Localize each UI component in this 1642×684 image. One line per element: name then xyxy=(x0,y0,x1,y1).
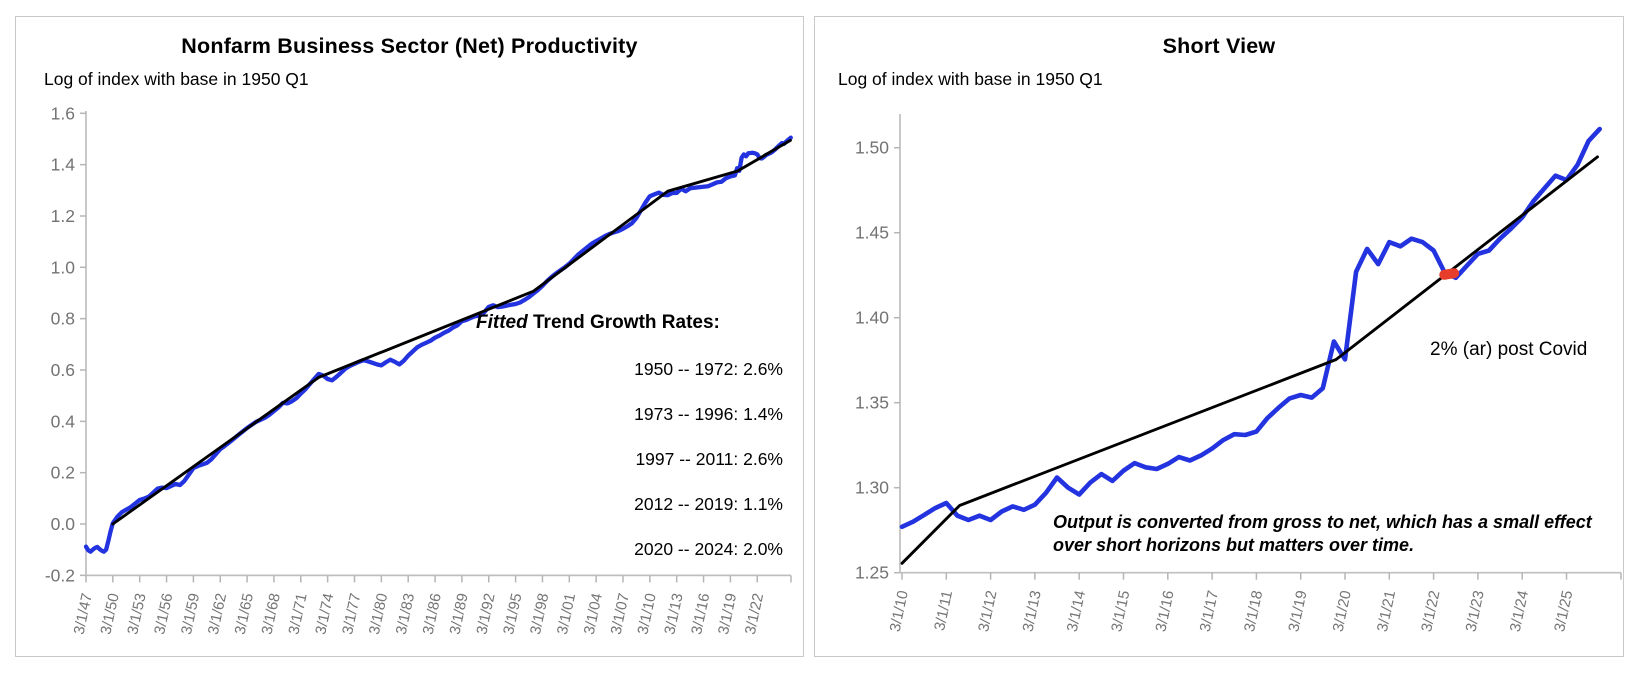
x-tick-label: 3/1/16 xyxy=(688,592,713,636)
y-tick-label: 0.2 xyxy=(51,463,75,483)
post-covid-growth-label: 2% (ar) post Covid xyxy=(1430,339,1588,360)
gross-to-net-note: Output is converted from gross to net, w… xyxy=(1053,511,1592,556)
y-tick-label: 1.30 xyxy=(855,478,889,498)
chart-title: Nonfarm Business Sector (Net) Productivi… xyxy=(181,34,638,58)
x-tick-label: 3/1/59 xyxy=(178,592,203,636)
y-tick-label: 0.8 xyxy=(51,309,75,329)
x-tick-label: 3/1/19 xyxy=(1285,589,1310,633)
x-tick-label: 3/1/95 xyxy=(500,592,525,636)
rate-line: 1950 -- 1972: 2.6% xyxy=(634,359,783,379)
rate-line: 1973 -- 1996: 1.4% xyxy=(634,404,783,424)
y-tick-label: 1.0 xyxy=(51,257,76,277)
x-tick-label: 3/1/80 xyxy=(366,592,391,636)
x-tick-label: 3/1/65 xyxy=(232,592,257,636)
x-tick-label: 3/1/22 xyxy=(1418,589,1443,633)
net-productivity-line xyxy=(899,126,1603,530)
post-covid-trend-marker xyxy=(1439,268,1460,280)
y-tick-label: 0.0 xyxy=(51,514,76,534)
x-tick-label: 3/1/98 xyxy=(527,592,552,636)
x-tick-label: 3/1/13 xyxy=(661,592,686,636)
fitted-trend-line xyxy=(111,138,792,526)
y-tick-label: 1.25 xyxy=(855,563,889,583)
fitted-word: Fitted xyxy=(476,312,528,333)
fitted-trend-line xyxy=(900,155,1599,565)
x-tick-label: 3/1/18 xyxy=(1241,589,1266,633)
x-tick-label: 3/1/47 xyxy=(71,592,96,636)
nonfarm-productivity-plot: 1.61.41.21.00.80.60.40.20.0-0.23/1/47 3/1… xyxy=(45,103,793,636)
x-tick-label: 3/1/15 xyxy=(1108,589,1133,633)
short-view-chart-panel: 1.50 1.45 1.40 1.35 1.30 1.25 3/1/10 3/1/11 3/1/… xyxy=(814,16,1624,657)
x-tick-label: 3/1/19 xyxy=(715,592,740,636)
y-tick-label: 1.40 xyxy=(855,308,889,328)
x-tick-label: 3/1/10 xyxy=(887,589,912,633)
rate-line: 2020 -- 2024: 2.0% xyxy=(634,539,783,559)
x-tick-label: 3/1/68 xyxy=(259,592,284,636)
x-tick-label: 3/1/71 xyxy=(285,592,310,636)
x-tick-label: 3/1/10 xyxy=(634,592,659,636)
note-line: Output is converted from gross to net, w… xyxy=(1053,512,1592,532)
x-tick-label: 3/1/22 xyxy=(742,592,767,636)
x-tick-label: 3/1/83 xyxy=(393,592,418,636)
x-tick-label: 3/1/20 xyxy=(1330,589,1355,633)
rate-line: 1997 -- 2011: 2.6% xyxy=(635,449,783,469)
x-tick-label: 3/1/16 xyxy=(1152,589,1177,633)
x-tick-label: 3/1/11 xyxy=(931,589,956,632)
y-tick-label: 1.35 xyxy=(855,393,889,413)
x-tick-label: 3/1/74 xyxy=(312,592,337,636)
net-productivity-line xyxy=(83,135,793,554)
chart-subtitle: Log of index with base in 1950 Q1 xyxy=(44,69,309,89)
x-tick-label: 3/1/62 xyxy=(205,592,230,636)
y-tick-label: 1.2 xyxy=(51,206,75,226)
x-tick-label: 3/1/01 xyxy=(554,592,579,636)
x-tick-label: 3/1/24 xyxy=(1507,589,1532,633)
heading-rest: Trend Growth Rates: xyxy=(527,312,720,333)
x-tick-label: 3/1/53 xyxy=(124,592,149,636)
x-tick-label: 3/1/17 xyxy=(1197,589,1222,633)
x-tick-label: 3/1/77 xyxy=(339,592,364,636)
short-view-plot: 1.50 1.45 1.40 1.35 1.30 1.25 3/1/10 3/1/11 3/1/… xyxy=(855,114,1622,633)
x-tick-label: 3/1/14 xyxy=(1064,589,1089,633)
x-tick-label: 3/1/50 xyxy=(97,592,122,636)
x-tick-label: 3/1/23 xyxy=(1463,589,1488,633)
x-tick-label: 3/1/21 xyxy=(1374,589,1399,633)
x-tick-label: 3/1/86 xyxy=(420,592,445,636)
y-tick-label: -0.2 xyxy=(45,565,75,585)
note-line: over short horizons but matters over tim… xyxy=(1053,534,1415,555)
x-tick-label: 3/1/92 xyxy=(473,592,498,636)
x-tick-label: 3/1/25 xyxy=(1551,589,1576,633)
x-tick-label: 3/1/13 xyxy=(1020,589,1045,633)
x-tick-label: 3/1/89 xyxy=(447,592,472,636)
chart-subtitle: Log of index with base in 1950 Q1 xyxy=(838,69,1103,89)
x-tick-label: 3/1/56 xyxy=(151,592,176,636)
y-tick-label: 1.45 xyxy=(855,223,889,243)
chart-title: Short View xyxy=(1162,34,1276,58)
x-tick-label: 3/1/04 xyxy=(581,592,606,636)
y-tick-label: 1.6 xyxy=(51,103,75,123)
y-tick-label: 0.4 xyxy=(51,411,76,431)
y-tick-label: 1.50 xyxy=(855,138,889,158)
nonfarm-productivity-chart-panel: 1.6 1.4 1.2 1.0 0.8 0.6 0.4 0.2 0.0 -0.2 3/1/47 3/1… xyxy=(15,16,804,657)
y-tick-label: 0.6 xyxy=(51,360,75,380)
x-tick-label: 3/1/07 xyxy=(608,592,633,636)
fitted-trend-heading: Fitted Trend Growth Rates: xyxy=(476,312,720,334)
rate-line: 2012 -- 2019: 1.1% xyxy=(634,494,783,514)
trend-growth-rates-list: 1950 -- 1972: 2.6% 1973 -- 1996: 1.4% 19… xyxy=(634,347,783,572)
y-tick-label: 1.4 xyxy=(51,155,76,175)
x-tick-label: 3/1/12 xyxy=(975,589,1000,633)
